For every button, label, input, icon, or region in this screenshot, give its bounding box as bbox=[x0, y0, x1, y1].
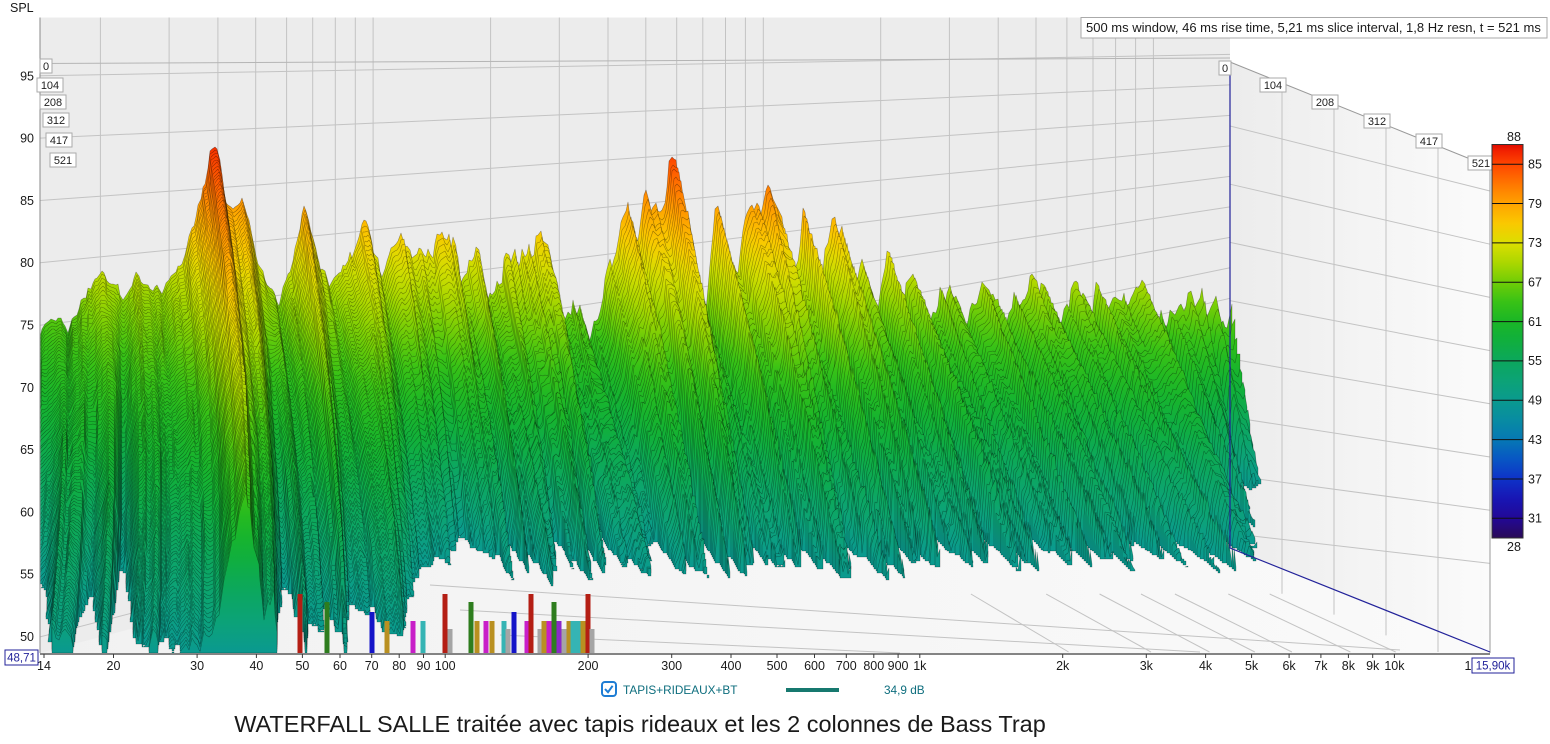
svg-text:100: 100 bbox=[435, 659, 456, 673]
svg-text:521: 521 bbox=[54, 155, 72, 167]
svg-text:85: 85 bbox=[1528, 158, 1542, 172]
svg-text:28: 28 bbox=[1507, 540, 1521, 554]
svg-text:31: 31 bbox=[1528, 512, 1542, 526]
svg-text:400: 400 bbox=[721, 659, 742, 673]
svg-text:417: 417 bbox=[50, 135, 68, 147]
svg-text:48,71: 48,71 bbox=[7, 653, 36, 665]
svg-text:70: 70 bbox=[365, 659, 379, 673]
svg-text:200: 200 bbox=[578, 659, 599, 673]
svg-text:60: 60 bbox=[333, 659, 347, 673]
svg-text:900: 900 bbox=[888, 659, 909, 673]
svg-text:5k: 5k bbox=[1245, 659, 1259, 673]
svg-text:TAPIS+RIDEAUX+BT: TAPIS+RIDEAUX+BT bbox=[623, 683, 738, 697]
svg-text:6k: 6k bbox=[1282, 659, 1296, 673]
svg-text:80: 80 bbox=[392, 659, 406, 673]
svg-text:55: 55 bbox=[20, 568, 34, 582]
svg-text:88: 88 bbox=[1507, 130, 1521, 144]
svg-text:7k: 7k bbox=[1314, 659, 1328, 673]
svg-text:90: 90 bbox=[417, 659, 431, 673]
svg-text:417: 417 bbox=[1420, 136, 1438, 148]
svg-text:30: 30 bbox=[190, 659, 204, 673]
svg-text:61: 61 bbox=[1528, 315, 1542, 329]
svg-text:14: 14 bbox=[37, 659, 51, 673]
svg-text:208: 208 bbox=[44, 97, 62, 109]
svg-text:37: 37 bbox=[1528, 472, 1542, 486]
svg-text:67: 67 bbox=[1528, 276, 1542, 290]
svg-text:4k: 4k bbox=[1199, 659, 1213, 673]
svg-text:10k: 10k bbox=[1384, 659, 1405, 673]
svg-text:60: 60 bbox=[20, 505, 34, 519]
svg-text:600: 600 bbox=[804, 659, 825, 673]
svg-text:104: 104 bbox=[41, 80, 59, 92]
svg-text:40: 40 bbox=[249, 659, 263, 673]
svg-text:50: 50 bbox=[20, 630, 34, 644]
svg-text:90: 90 bbox=[20, 132, 34, 146]
svg-text:500 ms window, 46 ms rise time: 500 ms window, 46 ms rise time, 5,21 ms … bbox=[1086, 20, 1541, 35]
svg-text:700: 700 bbox=[836, 659, 857, 673]
svg-text:3k: 3k bbox=[1140, 659, 1154, 673]
svg-text:95: 95 bbox=[20, 69, 34, 83]
svg-text:73: 73 bbox=[1528, 236, 1542, 250]
svg-text:34,9 dB: 34,9 dB bbox=[884, 683, 925, 697]
svg-text:0: 0 bbox=[43, 61, 49, 73]
svg-text:9k: 9k bbox=[1366, 659, 1380, 673]
svg-text:312: 312 bbox=[47, 115, 65, 127]
svg-text:0: 0 bbox=[1222, 63, 1228, 75]
svg-text:20: 20 bbox=[107, 659, 121, 673]
svg-text:208: 208 bbox=[1316, 97, 1334, 109]
svg-text:49: 49 bbox=[1528, 394, 1542, 408]
svg-text:15,90k: 15,90k bbox=[1476, 661, 1511, 673]
svg-text:43: 43 bbox=[1528, 433, 1542, 447]
svg-text:300: 300 bbox=[661, 659, 682, 673]
svg-text:SPL: SPL bbox=[10, 1, 34, 15]
svg-text:70: 70 bbox=[20, 381, 34, 395]
svg-text:1k: 1k bbox=[913, 659, 927, 673]
svg-text:55: 55 bbox=[1528, 354, 1542, 368]
svg-text:79: 79 bbox=[1528, 197, 1542, 211]
svg-text:80: 80 bbox=[20, 256, 34, 270]
svg-text:312: 312 bbox=[1368, 116, 1386, 128]
svg-text:521: 521 bbox=[1472, 158, 1490, 170]
svg-text:65: 65 bbox=[20, 443, 34, 457]
svg-text:2k: 2k bbox=[1056, 659, 1070, 673]
svg-text:85: 85 bbox=[20, 194, 34, 208]
svg-text:8k: 8k bbox=[1342, 659, 1356, 673]
svg-text:50: 50 bbox=[295, 659, 309, 673]
svg-text:104: 104 bbox=[1264, 80, 1282, 92]
svg-text:75: 75 bbox=[20, 319, 34, 333]
svg-text:800: 800 bbox=[863, 659, 884, 673]
svg-text:500: 500 bbox=[767, 659, 788, 673]
svg-text:1: 1 bbox=[1465, 659, 1472, 673]
svg-text:WATERFALL SALLE traitée avec t: WATERFALL SALLE traitée avec tapis ridea… bbox=[234, 711, 1046, 737]
